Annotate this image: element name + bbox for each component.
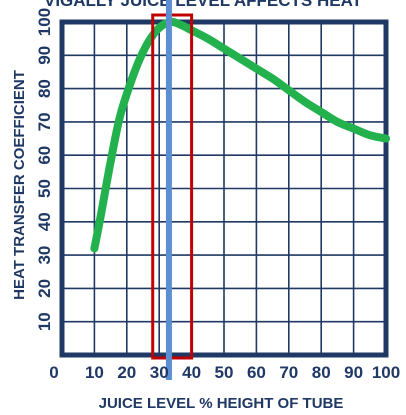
y-tick-label: 10 (35, 312, 54, 331)
y-tick-label: 60 (35, 146, 54, 165)
x-tick-label: 20 (117, 363, 136, 382)
x-tick-label: 0 (49, 363, 58, 382)
x-tick-label: 60 (247, 363, 266, 382)
y-tick-label: 20 (35, 279, 54, 298)
x-tick-label: 30 (150, 363, 169, 382)
x-tick-label: 100 (372, 363, 400, 382)
x-tick-label: 80 (312, 363, 331, 382)
y-tick-label: 50 (35, 179, 54, 198)
y-tick-label: 80 (35, 79, 54, 98)
x-tick-label: 10 (85, 363, 104, 382)
x-tick-label: 90 (344, 363, 363, 382)
highlight-band (151, 13, 194, 360)
series-line-heat-transfer (90, 18, 390, 253)
y-tick-label: 30 (35, 246, 54, 265)
y-tick-label: 100 (35, 8, 54, 36)
y-tick-label: 40 (35, 212, 54, 231)
chart-title: VIGALLY JUICE LEVEL AFFECTS HEAT (44, 0, 363, 10)
grid-lines (61, 21, 387, 356)
x-tick-label: 50 (215, 363, 234, 382)
y-tick-labels: 10 20 30 40 50 60 70 80 90 100 (35, 8, 54, 331)
y-tick-label: 90 (35, 46, 54, 65)
x-axis-title: JUICE LEVEL % HEIGHT OF TUBE (99, 395, 344, 412)
y-axis-title: HEAT TRANSFER COEFFICIENT (11, 70, 28, 300)
x-tick-label: 40 (182, 363, 201, 382)
x-tick-labels: 0 10 20 30 40 50 60 70 80 90 100 (49, 363, 400, 382)
y-tick-label: 70 (35, 112, 54, 131)
plot-frame (59, 19, 389, 358)
x-tick-label: 70 (279, 363, 298, 382)
